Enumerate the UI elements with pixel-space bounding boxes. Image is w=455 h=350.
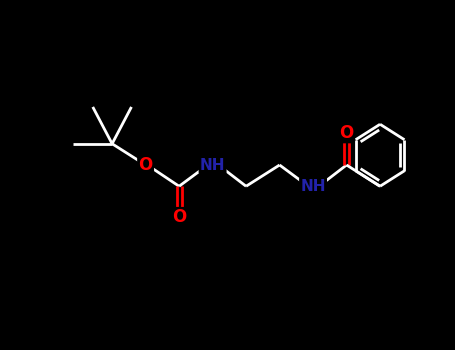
Text: NH: NH [300, 179, 326, 194]
Text: O: O [339, 124, 354, 142]
Text: NH: NH [200, 158, 225, 173]
Text: O: O [172, 208, 186, 226]
Text: O: O [138, 156, 153, 174]
